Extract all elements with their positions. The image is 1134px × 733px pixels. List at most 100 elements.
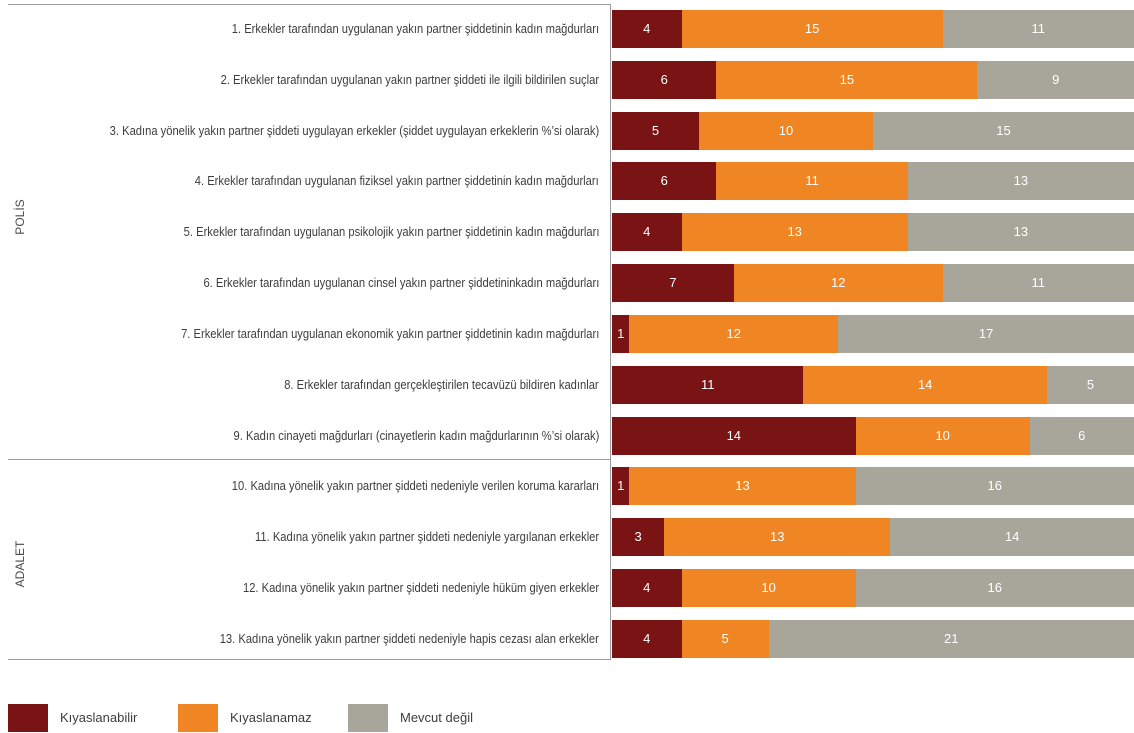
- bar-segment-kiyaslanabilir: [612, 213, 682, 252]
- bar-segment-kiyaslanabilir: [612, 111, 699, 150]
- bar-segment-kiyaslanabilir: [612, 264, 734, 303]
- bar-segment-mevcut-degil: [890, 518, 1134, 557]
- data-label: 1: [617, 478, 625, 494]
- frame-top-line: [8, 4, 611, 5]
- data-label: 4: [643, 21, 651, 36]
- category-label: 6. Erkekler tarafından uygulanan cinsel …: [203, 275, 599, 291]
- data-label: 13: [770, 529, 785, 545]
- bar-segment-mevcut-degil: [907, 213, 1134, 252]
- data-label: 13: [735, 478, 750, 494]
- data-label: 11: [1031, 21, 1046, 36]
- bar-segment-mevcut-degil: [942, 10, 1134, 48]
- bar-segment-kiyaslanamaz: [681, 213, 908, 252]
- data-label: 21: [944, 630, 959, 646]
- frame-group-divider: [8, 459, 611, 460]
- bar-segment-mevcut-degil: [873, 111, 1134, 150]
- data-label: 13: [1013, 173, 1029, 189]
- data-label: 15: [804, 21, 820, 36]
- category-label: 2. Erkekler tarafından uygulanan yakın p…: [220, 71, 599, 87]
- data-label: 9: [1052, 71, 1060, 87]
- bar-segment-kiyaslanabilir: [612, 314, 630, 353]
- group-label-polis: POLİS: [13, 199, 27, 235]
- data-label: 6: [1078, 427, 1086, 443]
- bar-segment-kiyaslanamaz: [699, 111, 873, 150]
- category-label: 9. Kadın cinayeti mağdurları (cinayetler…: [233, 427, 599, 443]
- data-label: 11: [805, 173, 819, 189]
- data-label: 13: [787, 224, 802, 240]
- category-label: 12. Kadına yönelik yakın partner şiddeti…: [242, 580, 599, 596]
- bar-segment-mevcut-degil: [977, 60, 1134, 99]
- bar-segment-mevcut-degil: [1029, 416, 1134, 455]
- bar-segment-kiyaslanamaz: [681, 10, 943, 48]
- data-label: 16: [987, 580, 1003, 596]
- bar-segment-kiyaslanamaz: [733, 264, 943, 303]
- bar-segment-kiyaslanabilir: [612, 518, 665, 557]
- bar-segment-mevcut-degil: [907, 162, 1134, 201]
- bar-segment-kiyaslanabilir: [612, 10, 682, 48]
- data-label: 4: [643, 630, 651, 646]
- bar-segment-kiyaslanamaz: [803, 365, 1047, 404]
- bar-segment-kiyaslanabilir: [612, 60, 717, 99]
- data-label: 12: [726, 325, 742, 341]
- bar-segment-kiyaslanabilir: [612, 416, 856, 455]
- bar-segment-kiyaslanamaz: [629, 467, 856, 506]
- data-label: 4: [643, 580, 651, 596]
- category-label: 1. Erkekler tarafından uygulanan yakın p…: [231, 21, 599, 36]
- category-label: 4. Erkekler tarafından uygulanan fizikse…: [195, 173, 599, 189]
- data-label: 7: [669, 275, 677, 291]
- category-label: 10. Kadına yönelik yakın partner şiddeti…: [231, 478, 599, 494]
- legend-label: Kıyaslanabilir: [60, 710, 138, 725]
- data-label: 10: [761, 580, 776, 596]
- bar-segment-mevcut-degil: [942, 264, 1134, 303]
- data-label: 14: [726, 427, 742, 443]
- data-label: 12: [830, 275, 846, 291]
- bar-segment-kiyaslanamaz: [716, 60, 978, 99]
- data-label: 5: [651, 122, 660, 138]
- bar-segment-mevcut-degil: [855, 569, 1134, 608]
- data-label: 11: [1031, 275, 1046, 291]
- category-label: 5. Erkekler tarafından uygulanan psikolo…: [183, 224, 599, 240]
- data-label: 4: [643, 224, 651, 240]
- bar-segment-kiyaslanabilir: [612, 162, 717, 201]
- bar-segment-kiyaslanamaz: [716, 162, 908, 201]
- legend-swatch: [348, 704, 388, 732]
- legend-swatch: [8, 704, 48, 732]
- data-label: 11: [700, 376, 715, 392]
- group-label-adalet: ADALET: [13, 540, 27, 588]
- data-label: 14: [917, 376, 933, 392]
- data-label: 5: [721, 630, 729, 646]
- data-label: 6: [660, 173, 668, 189]
- category-label: 8. Erkekler tarafından gerçekleştirilen …: [284, 376, 599, 392]
- data-label: 17: [978, 325, 994, 341]
- bar-segment-kiyaslanamaz: [681, 619, 769, 658]
- data-label: 15: [839, 71, 855, 87]
- bar-segment-mevcut-degil: [1047, 365, 1134, 404]
- data-label: 3: [634, 529, 642, 545]
- data-label: 14: [1004, 529, 1020, 545]
- data-label: 13: [1013, 224, 1029, 240]
- bar-segment-kiyaslanamaz: [681, 569, 856, 608]
- bar-segment-kiyaslanamaz: [664, 518, 891, 557]
- category-label: 11. Kadına yönelik yakın partner şiddeti…: [254, 529, 599, 545]
- legend-label: Kıyaslanamaz: [230, 710, 312, 725]
- bar-segment-kiyaslanabilir: [612, 365, 804, 404]
- data-label: 16: [987, 478, 1003, 494]
- bar-segment-mevcut-degil: [768, 619, 1134, 658]
- bar-segment-kiyaslanamaz: [855, 416, 1030, 455]
- data-label: 5: [1086, 376, 1095, 392]
- bar-segment-mevcut-degil: [838, 314, 1134, 353]
- data-label: 10: [935, 427, 950, 443]
- bar-segment-kiyaslanabilir: [612, 467, 630, 506]
- category-label: 7. Erkekler tarafından uygulanan ekonomi…: [180, 325, 599, 341]
- bar-segment-kiyaslanabilir: [612, 569, 682, 608]
- bar-segment-mevcut-degil: [855, 467, 1134, 506]
- data-label: 10: [778, 122, 794, 138]
- legend-swatch: [178, 704, 218, 732]
- data-label: 1: [617, 325, 625, 341]
- frame-bottom-line: [8, 659, 611, 660]
- bar-segment-kiyaslanabilir: [612, 619, 682, 658]
- category-label: 3. Kadına yönelik yakın partner şiddeti …: [109, 122, 599, 138]
- category-label: 13. Kadına yönelik yakın partner şiddeti…: [219, 630, 599, 646]
- bar-segment-kiyaslanamaz: [629, 314, 839, 353]
